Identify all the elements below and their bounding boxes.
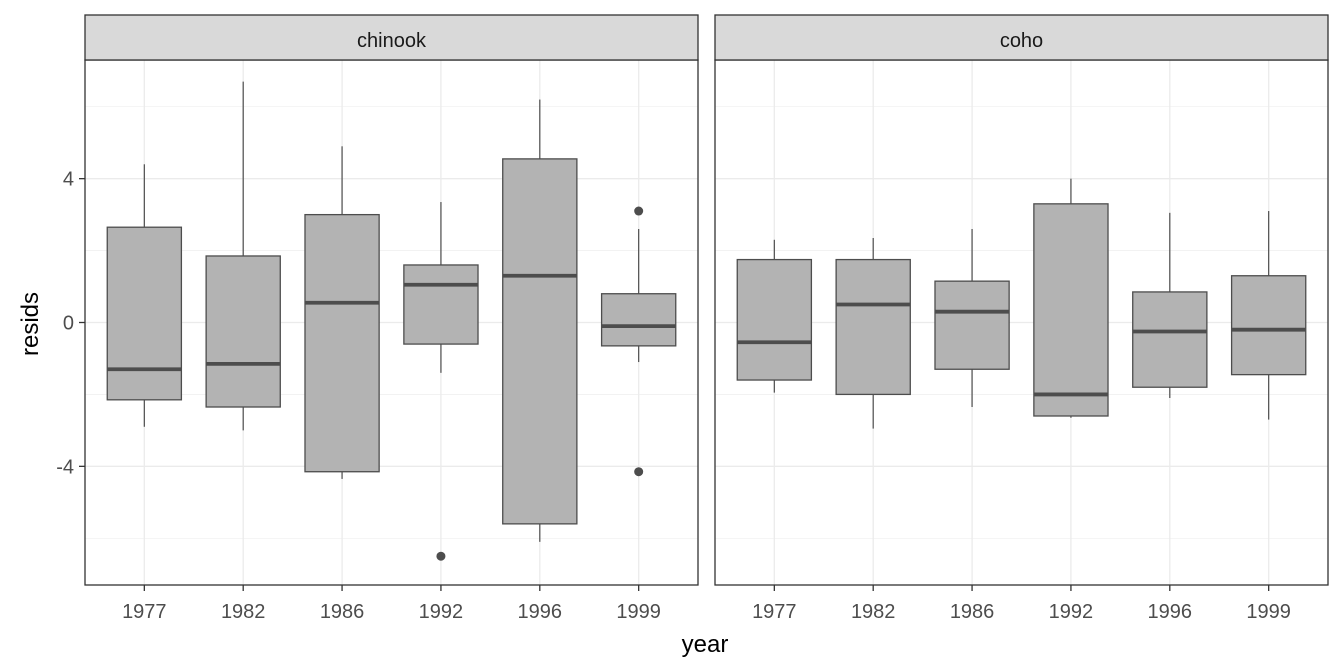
box-body [403,264,479,345]
y-axis: -4 0 4 [56,169,85,478]
y-axis-title: resids [17,292,44,356]
x-tick-label: 1999 [616,601,661,623]
box-body [106,226,183,401]
box-chinook-1996 [502,99,578,542]
x-tick-label: 1992 [1049,601,1094,623]
strip-background [84,14,699,61]
x-tick-label: 1977 [122,601,167,623]
x-tick-label: 1982 [221,601,266,623]
outlier-point [634,467,644,477]
box-body [1132,291,1208,388]
x-tick-label: 1982 [851,601,896,623]
box-body [1230,275,1307,376]
strip-label: chinook [357,30,427,52]
box-chinook-1999 [600,206,677,477]
y-tick-label: 4 [63,169,74,191]
box-body [205,255,281,408]
y-tick-label: 0 [63,313,74,335]
box-body [835,258,911,396]
box-body [304,213,380,473]
x-axis-title: year [682,631,729,658]
x-tick-label: 1992 [419,601,464,623]
box-chinook-1982 [205,81,281,431]
box-body [600,293,677,347]
x-tick-label: 1977 [752,601,797,623]
box-coho-1992 [1033,178,1109,418]
box-body [934,280,1010,370]
box-coho-1977 [736,239,813,393]
x-tick-label: 1996 [518,601,563,623]
box-coho-1986 [934,229,1010,408]
box-body [736,258,813,381]
box-coho-1982 [835,237,911,429]
x-tick-label: 1986 [950,601,995,623]
x-tick-label: 1996 [1148,601,1193,623]
box-chinook-1986 [304,146,380,479]
box-body [1033,203,1109,417]
facet-panels: chinook 1977 1982 1986 1992 1996 1999 coho 1977 1… [84,14,1329,623]
x-tick-label: 1986 [320,601,365,623]
strip-background [714,14,1329,61]
box-chinook-1977 [106,164,183,427]
strip-label: coho [1000,30,1043,52]
box-chinook-1992 [403,202,479,561]
y-tick-label: -4 [56,456,74,478]
outlier-point [436,551,446,561]
panel-coho: coho 1977 1982 1986 1992 1996 1999 [714,14,1329,623]
panel-chinook: chinook 1977 1982 1986 1992 1996 1999 [84,14,699,623]
box-coho-1999 [1230,211,1307,420]
outlier-point [634,206,644,216]
box-coho-1996 [1132,212,1208,399]
box-body [502,158,578,525]
x-tick-label: 1999 [1246,601,1291,623]
